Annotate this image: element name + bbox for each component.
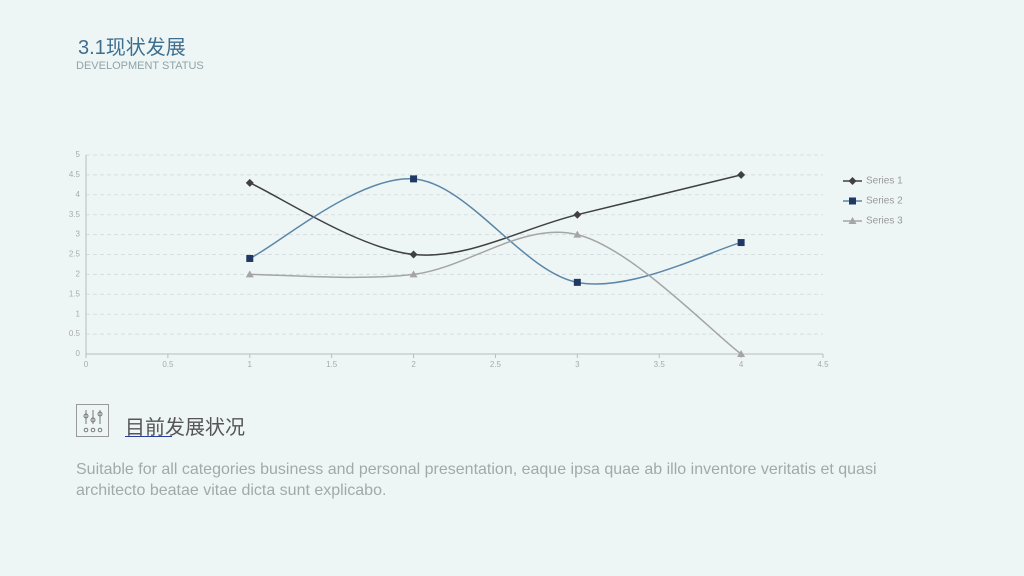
marker bbox=[410, 175, 418, 183]
legend-label: Series 1 bbox=[866, 176, 903, 187]
marker bbox=[848, 217, 857, 224]
y-tick-label: 2.5 bbox=[69, 250, 81, 259]
legend-label: Series 2 bbox=[866, 196, 903, 207]
y-tick-label: 0 bbox=[76, 349, 81, 358]
x-tick-label: 3.5 bbox=[654, 360, 666, 369]
y-tick-label: 1 bbox=[76, 309, 81, 318]
x-tick-label: 3 bbox=[575, 360, 580, 369]
section-heading: 目前发展状况 bbox=[125, 417, 245, 439]
y-tick-label: 3 bbox=[76, 230, 81, 239]
series-line bbox=[249, 174, 742, 256]
x-tick-label: 1.5 bbox=[326, 360, 338, 369]
marker bbox=[409, 250, 418, 259]
marker bbox=[848, 177, 857, 185]
x-tick-label: 4.5 bbox=[817, 360, 829, 369]
y-tick-label: 4 bbox=[76, 190, 81, 199]
title: 3.1现状发展 bbox=[78, 37, 186, 59]
marker bbox=[737, 239, 745, 247]
x-tick-label: 4 bbox=[739, 360, 744, 369]
x-tick-label: 1 bbox=[248, 360, 253, 369]
x-tick-label: 2.5 bbox=[490, 360, 502, 369]
marker bbox=[737, 170, 746, 179]
icon bbox=[76, 404, 109, 437]
marker bbox=[409, 270, 418, 278]
section-text: Suitable for all categories business and… bbox=[76, 461, 877, 499]
y-tick-label: 1.5 bbox=[69, 289, 81, 298]
y-tick-label: 5 bbox=[76, 150, 81, 159]
y-tick-label: 3.5 bbox=[69, 210, 81, 219]
marker bbox=[573, 210, 582, 219]
marker bbox=[849, 197, 856, 205]
legend-label: Series 3 bbox=[866, 216, 903, 227]
marker bbox=[737, 350, 746, 357]
x-tick-label: 0.5 bbox=[162, 360, 174, 369]
marker bbox=[573, 230, 582, 238]
marker bbox=[245, 178, 254, 187]
series-line bbox=[249, 231, 742, 355]
marker bbox=[245, 270, 254, 278]
chart: 0 0.5 1 1.5 2 2.5 3 3.5 4 4.5 5 0 0.5 1 1.5 2 2.5 3 3.5 4 4.… bbox=[69, 150, 903, 369]
y-tick-label: 2 bbox=[76, 270, 81, 279]
series-line bbox=[249, 178, 742, 285]
y-tick-label: 4.5 bbox=[69, 170, 81, 179]
subtitle: DEVELOPMENT STATUS bbox=[76, 60, 204, 72]
underline bbox=[125, 436, 172, 437]
x-tick-label: 2 bbox=[411, 360, 416, 369]
y-tick-label: 0.5 bbox=[69, 329, 81, 338]
marker bbox=[246, 254, 254, 262]
marker bbox=[573, 278, 581, 286]
x-tick-label: 0 bbox=[84, 360, 89, 369]
